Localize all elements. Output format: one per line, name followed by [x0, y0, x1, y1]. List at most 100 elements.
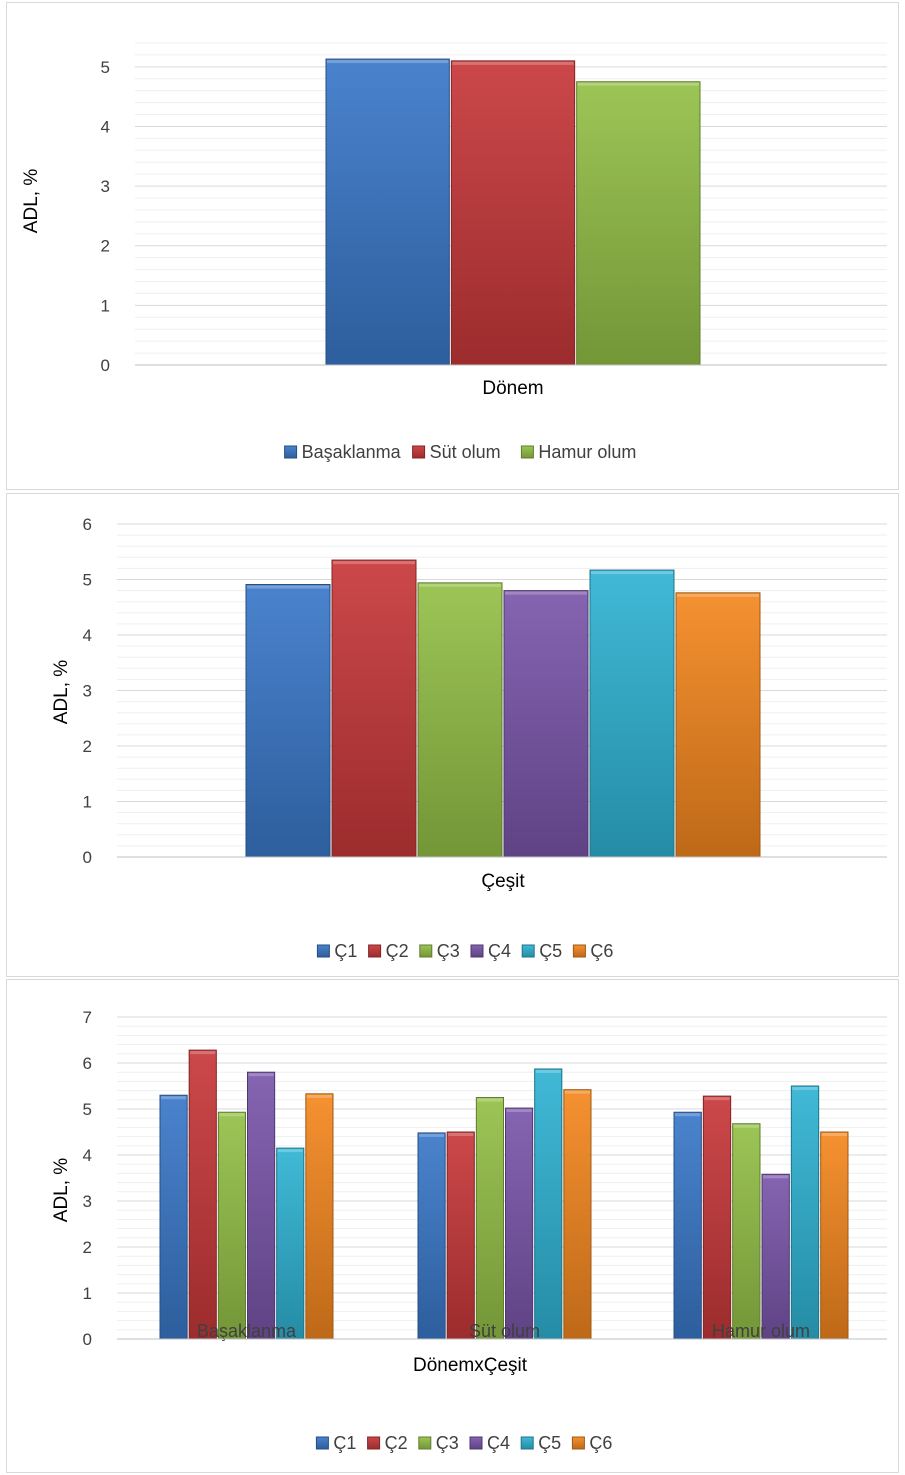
y-tick-label: 3	[83, 1192, 92, 1211]
legend-label-Ç2: Ç2	[386, 941, 409, 961]
legend-swatch-Ç6	[572, 944, 586, 958]
legend-swatch-Ç3	[418, 1436, 432, 1450]
chart-panel-donem: 0 1 2 3 4 5 ADL, % Dönem Başaklanma Süt olum Hamur…	[6, 2, 899, 490]
y-tick-label: 1	[101, 296, 110, 315]
bar-Ç5-Çeşit	[589, 569, 675, 858]
chart-svg-cesit: 0 1 2 3 4 5 6 ADL, % Çeşit Ç1 Ç2 Ç3 Ç4 Ç5 Ç6	[51, 515, 887, 961]
y-axis-label: ADL, %	[51, 660, 72, 725]
legend-label-Ç1: Ç1	[334, 941, 357, 961]
bar-highlight-Ç3-Süt olum	[477, 1098, 503, 1102]
legend-label-Süt olum: Süt olum	[430, 442, 501, 462]
bar-Ç3-Süt olum	[475, 1097, 505, 1340]
y-tick-label: 6	[83, 1054, 92, 1073]
bar-Ç4-Çeşit	[503, 590, 589, 858]
legend-label-Ç3: Ç3	[437, 941, 460, 961]
bar-Ç5-Hamur olum	[790, 1085, 820, 1340]
legend-swatch-Hamur olum	[520, 445, 534, 459]
bar-Ç2-Başaklanma	[188, 1049, 217, 1340]
chart-svg-donem: 0 1 2 3 4 5 ADL, % Dönem Başaklanma Süt olum Hamur…	[21, 42, 887, 462]
legend-swatch-Ç2	[367, 1436, 381, 1450]
bar-Ç6-Çeşit	[675, 592, 761, 858]
legend-swatch-Süt olum	[412, 445, 426, 459]
bar-highlight-Süt olum-Dönem	[452, 61, 574, 65]
bar-Başaklanma-Dönem	[325, 58, 450, 366]
x-axis-title: DönemxÇeşit	[413, 1355, 528, 1376]
legend-swatch-Ç2	[368, 944, 382, 958]
bar-Ç5-Başaklanma	[276, 1147, 305, 1340]
bar-highlight-Ç1-Çeşit	[247, 585, 329, 589]
chart-panel-cesit: 0 1 2 3 4 5 6 ADL, % Çeşit Ç1 Ç2 Ç3 Ç4 Ç5 Ç6	[6, 493, 899, 977]
y-tick-label: 1	[83, 793, 92, 812]
bar-highlight-Ç5-Süt olum	[535, 1069, 561, 1073]
y-tick-label: 5	[83, 571, 92, 590]
legend-label-Ç6: Ç6	[589, 1433, 612, 1453]
bar-highlight-Ç3-Hamur olum	[733, 1124, 759, 1128]
chart-svg-donemxcesit: 0 1 2 3 4 5 6 7 ADL, % Başaklanma Süt olum Hamur ol…	[51, 1008, 887, 1453]
legend-swatch-Ç3	[419, 944, 433, 958]
bar-Ç6-Başaklanma	[305, 1093, 334, 1340]
y-tick-label: 5	[83, 1100, 92, 1119]
x-category-label: Hamur olum	[712, 1321, 810, 1341]
bar-highlight-Ç5-Çeşit	[591, 571, 673, 575]
bar-Ç3-Başaklanma	[217, 1111, 246, 1340]
legend-label-Ç5: Ç5	[538, 1433, 561, 1453]
bar-Ç3-Hamur olum	[732, 1123, 761, 1340]
bar-highlight-Ç6-Süt olum	[564, 1090, 590, 1094]
y-axis-label: ADL, %	[51, 1158, 72, 1223]
bar-highlight-Ç4-Başaklanma	[248, 1073, 274, 1077]
legend: Başaklanma Süt olum Hamur olum	[284, 442, 636, 462]
bar-Ç5-Süt olum	[534, 1068, 563, 1340]
bar-highlight-Ç6-Çeşit	[677, 593, 759, 597]
y-tick-label: 4	[101, 117, 110, 136]
legend-label-Ç3: Ç3	[436, 1433, 459, 1453]
y-tick-label: 3	[101, 177, 110, 196]
y-tick-label: 3	[83, 682, 92, 701]
legend-label-Ç1: Ç1	[333, 1433, 356, 1453]
legend-label-Ç5: Ç5	[539, 941, 562, 961]
bar-Ç6-Hamur olum	[820, 1131, 849, 1340]
bar-highlight-Ç2-Süt olum	[448, 1133, 474, 1136]
bar-Ç1-Başaklanma	[159, 1094, 188, 1340]
bar-highlight-Ç3-Çeşit	[419, 583, 501, 587]
bar-highlight-Ç5-Hamur olum	[792, 1087, 818, 1090]
legend-label-Ç2: Ç2	[385, 1433, 408, 1453]
legend-label-Hamur olum: Hamur olum	[538, 442, 636, 462]
bar-highlight-Ç4-Hamur olum	[763, 1175, 789, 1179]
bar-highlight-Ç1-Başaklanma	[161, 1096, 187, 1100]
y-tick-label: 4	[83, 626, 92, 645]
y-tick-label: 4	[83, 1146, 92, 1165]
y-tick-label: 0	[83, 1330, 92, 1349]
legend-label-Başaklanma: Başaklanma	[302, 442, 402, 462]
bar-Ç4-Hamur olum	[761, 1173, 790, 1340]
chart-panel-donemxcesit: 0 1 2 3 4 5 6 7 ADL, % Başaklanma Süt olum Hamur ol…	[6, 979, 899, 1473]
bar-highlight-Başaklanma-Dönem	[327, 60, 449, 64]
legend-label-Ç4: Ç4	[488, 941, 511, 961]
y-tick-label: 6	[83, 515, 92, 534]
bar-Ç2-Çeşit	[331, 559, 417, 858]
bar-highlight-Ç5-Başaklanma	[277, 1149, 303, 1153]
bar-Ç1-Süt olum	[417, 1132, 446, 1340]
bar-Ç2-Süt olum	[446, 1131, 475, 1340]
x-category-label: Başaklanma	[197, 1321, 297, 1341]
bar-highlight-Ç3-Başaklanma	[219, 1113, 245, 1117]
legend-swatch-Ç5	[520, 1436, 534, 1450]
bar-highlight-Ç6-Başaklanma	[306, 1094, 332, 1098]
y-axis-label: ADL, %	[21, 169, 42, 234]
x-axis-title: Çeşit	[481, 871, 525, 892]
legend: Ç1 Ç2 Ç3 Ç4 Ç5 Ç6	[316, 941, 613, 961]
bar-highlight-Ç1-Hamur olum	[675, 1113, 701, 1117]
bar-Ç6-Süt olum	[563, 1089, 592, 1340]
bar-Ç1-Hamur olum	[673, 1111, 702, 1340]
bar-highlight-Ç6-Hamur olum	[821, 1133, 847, 1136]
bar-Süt olum-Dönem	[450, 60, 576, 366]
x-axis-title: Dönem	[482, 378, 543, 399]
bar-Ç3-Çeşit	[417, 582, 503, 858]
legend-swatch-Ç4	[469, 1436, 483, 1450]
legend-swatch-Ç1	[315, 1436, 329, 1450]
bar-Ç4-Süt olum	[505, 1107, 534, 1340]
y-tick-label: 2	[83, 737, 92, 756]
y-tick-label: 0	[101, 356, 110, 375]
x-category-label: Süt olum	[469, 1321, 540, 1341]
legend-swatch-Ç4	[470, 944, 484, 958]
bar-highlight-Ç1-Süt olum	[419, 1133, 445, 1137]
